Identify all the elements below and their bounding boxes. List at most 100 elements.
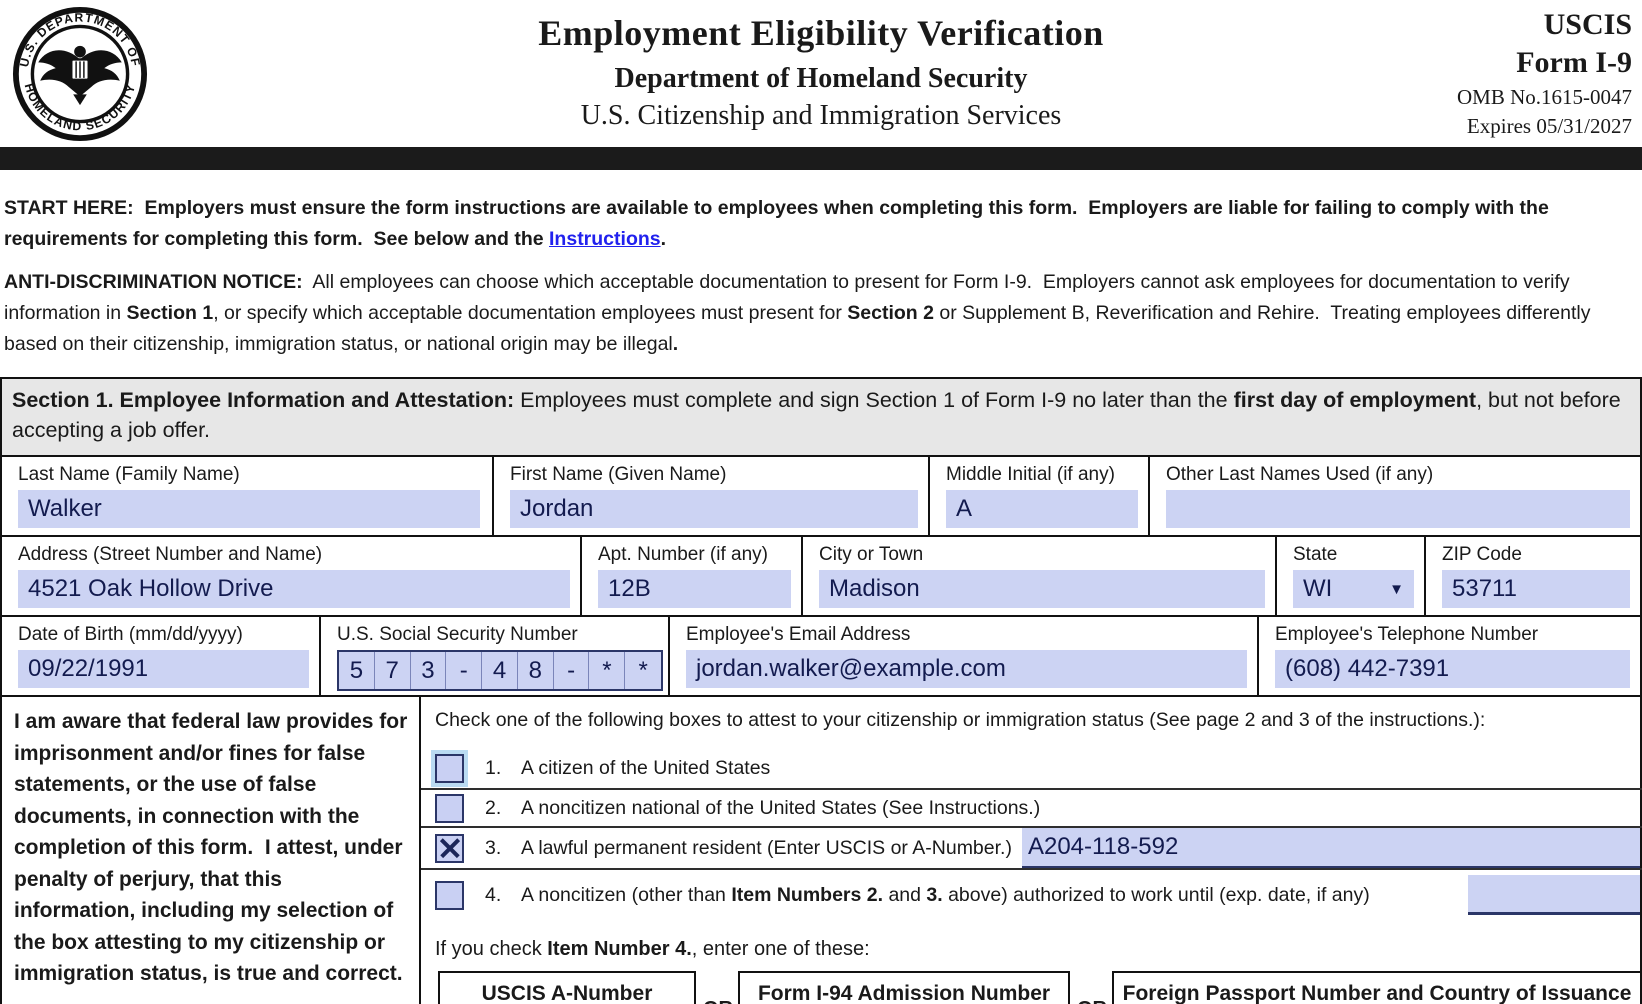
name-row: Last Name (Family Name) Walker First Nam… <box>2 457 1640 537</box>
checkbox-lawful-permanent-resident[interactable] <box>435 833 464 863</box>
ssn-digit[interactable]: 5 <box>339 652 375 689</box>
uscis-a-number-box: USCIS A-Number <box>438 971 696 1004</box>
middle-initial-cell: Middle Initial (if any) A <box>930 457 1150 535</box>
ssn-masked-digit[interactable]: * <box>589 652 626 689</box>
other-last-names-input[interactable] <box>1166 490 1630 528</box>
section1-grid: Last Name (Family Name) Walker First Nam… <box>0 457 1642 1004</box>
zip-cell: ZIP Code 53711 <box>1426 537 1640 615</box>
omb-number: OMB No.1615-0047 <box>1456 85 1632 109</box>
ssn-digit[interactable]: 8 <box>518 652 554 689</box>
ssn-digit[interactable]: 7 <box>375 652 411 689</box>
city-cell: City or Town Madison <box>803 537 1277 615</box>
apt-number-cell: Apt. Number (if any) 12B <box>582 537 803 615</box>
state-value: WI <box>1303 575 1333 602</box>
address-value: 4521 Oak Hollow Drive <box>28 575 274 602</box>
address-cell: Address (Street Number and Name) 4521 Oa… <box>2 537 582 615</box>
ssn-cell: U.S. Social Security Number 5 7 3 - 4 8 … <box>321 617 670 695</box>
form-header: U.S. DEPARTMENT OF HOMELAND SECURITY Emp… <box>0 0 1642 147</box>
zip-input[interactable]: 53711 <box>1442 570 1630 608</box>
dob-input[interactable]: 09/22/1991 <box>18 650 309 688</box>
section1-instruction: Employees must complete and sign Section… <box>520 388 1234 412</box>
contact-row: Date of Birth (mm/dd/yyyy) 09/22/1991 U.… <box>2 617 1640 697</box>
form-number: Form I-9 <box>1516 45 1632 79</box>
last-name-cell: Last Name (Family Name) Walker <box>2 457 494 535</box>
first-name-value: Jordan <box>520 495 594 522</box>
form-title: Employment Eligibility Verification <box>538 13 1104 53</box>
a-number-input[interactable]: A204-118-592 <box>1021 828 1640 868</box>
ssn-masked-digit[interactable]: * <box>638 656 648 684</box>
state-dropdown[interactable]: WI ▼ <box>1293 570 1414 608</box>
last-name-value: Walker <box>28 495 102 522</box>
ssn-input[interactable]: 5 7 3 - 4 8 - * * <box>337 650 663 691</box>
perjury-statement: I am aware that federal law provides for… <box>2 697 421 1004</box>
ssn-label: U.S. Social Security Number <box>337 624 578 645</box>
option-number: 3. <box>485 836 502 859</box>
address-input[interactable]: 4521 Oak Hollow Drive <box>18 570 570 608</box>
email-label: Employee's Email Address <box>686 624 911 645</box>
section1-title: Section 1. Employee Information and Atte… <box>12 388 521 412</box>
instructions-link[interactable]: Instructions <box>549 228 661 250</box>
apt-number-input[interactable]: 12B <box>598 570 791 608</box>
dhs-seal-icon: U.S. DEPARTMENT OF HOMELAND SECURITY <box>12 6 148 142</box>
expiration-date: Expires 05/31/2027 <box>1466 114 1632 139</box>
apt-number-label: Apt. Number (if any) <box>598 544 768 565</box>
option-label: A citizen of the United States <box>521 756 771 779</box>
item4-instruction: If you check Item Number 4., enter one o… <box>435 938 870 960</box>
phone-input[interactable]: (608) 442-7391 <box>1275 650 1630 688</box>
first-name-cell: First Name (Given Name) Jordan <box>494 457 930 535</box>
form-subtitle-dept: Department of Homeland Security <box>614 63 1028 94</box>
citizen-option-2: 2. A noncitizen national of the United S… <box>421 790 1642 828</box>
section1-heading: Section 1. Employee Information and Atte… <box>0 377 1642 457</box>
foreign-passport-header: Foreign Passport Number and Country of I… <box>1114 973 1640 1004</box>
other-last-names-label: Other Last Names Used (if any) <box>1166 464 1434 485</box>
start-here-text: START HERE: Employers must ensure the fo… <box>4 197 1555 250</box>
ssn-digit[interactable]: 3 <box>411 652 447 689</box>
dob-value: 09/22/1991 <box>28 655 149 682</box>
section1-instruction-end: , but not before accepting a job offer. <box>12 388 1627 442</box>
uscis-a-number-header: USCIS A-Number <box>440 973 694 1004</box>
email-input[interactable]: jordan.walker@example.com <box>686 650 1247 688</box>
first-name-label: First Name (Given Name) <box>510 464 727 485</box>
anti-discrimination-period: . <box>672 333 679 355</box>
exp-date-input[interactable] <box>1468 875 1640 915</box>
form-subtitle-uscis: U.S. Citizenship and Immigration Service… <box>580 100 1062 131</box>
attestation-section: I am aware that federal law provides for… <box>2 697 1642 1004</box>
city-value: Madison <box>829 575 920 602</box>
or-separator: OR <box>1077 998 1107 1004</box>
phone-cell: Employee's Telephone Number (608) 442-73… <box>1259 617 1640 695</box>
state-cell: State WI ▼ <box>1277 537 1426 615</box>
dob-cell: Date of Birth (mm/dd/yyyy) 09/22/1991 <box>2 617 321 695</box>
option-number: 4. <box>485 883 502 906</box>
middle-initial-label: Middle Initial (if any) <box>946 464 1115 485</box>
checkbox-noncitizen-national[interactable] <box>435 793 464 823</box>
header-divider-bar <box>0 147 1642 170</box>
last-name-input[interactable]: Walker <box>18 490 480 528</box>
chevron-down-icon[interactable]: ▼ <box>1389 580 1404 598</box>
zip-value: 53711 <box>1452 575 1517 602</box>
checkbox-citizen[interactable] <box>435 753 464 783</box>
ssn-digit[interactable]: 4 <box>482 652 518 689</box>
citizen-option-1: 1. A citizen of the United States <box>421 748 1642 790</box>
city-input[interactable]: Madison <box>819 570 1265 608</box>
citizenship-options: Check one of the following boxes to atte… <box>421 697 1642 1004</box>
city-label: City or Town <box>819 544 924 565</box>
ssn-separator: - <box>446 652 483 689</box>
first-day-emphasis: first day of employment <box>1233 388 1477 412</box>
middle-initial-value: A <box>956 495 973 522</box>
checkbox-noncitizen-authorized[interactable] <box>435 880 464 910</box>
last-name-label: Last Name (Family Name) <box>18 464 240 485</box>
address-row: Address (Street Number and Name) 4521 Oa… <box>2 537 1640 617</box>
first-name-input[interactable]: Jordan <box>510 490 918 528</box>
anti-discrimination-text: , or specify which acceptable documentat… <box>213 302 848 324</box>
anti-discrimination-lead: ANTI-DISCRIMINATION NOTICE: <box>4 271 303 293</box>
option-number: 1. <box>485 756 502 779</box>
anti-discrimination-text: or Supplement B, Reverification and Rehi… <box>4 302 1596 355</box>
zip-label: ZIP Code <box>1442 544 1522 565</box>
start-here-notice: START HERE: Employers must ensure the fo… <box>4 193 1637 255</box>
phone-value: (608) 442-7391 <box>1285 655 1450 682</box>
option-label: A noncitizen national of the United Stat… <box>521 796 1041 819</box>
other-last-names-cell: Other Last Names Used (if any) <box>1150 457 1640 535</box>
middle-initial-input[interactable]: A <box>946 490 1138 528</box>
or-separator: OR <box>703 998 733 1004</box>
